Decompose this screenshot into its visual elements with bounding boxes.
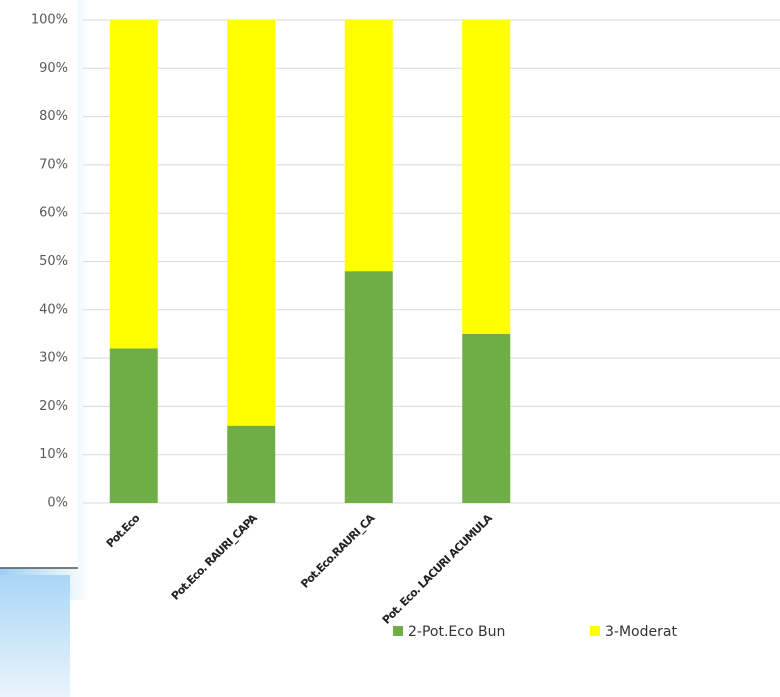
bar-segment [344, 20, 393, 272]
y-tick-label: 60% [39, 206, 68, 221]
y-tick-label: 0% [47, 496, 68, 511]
bar-segment [462, 333, 511, 503]
legend-label: 3-Moderat [605, 624, 677, 640]
y-tick-label: 90% [39, 61, 68, 76]
y-tick-label: 20% [39, 399, 68, 414]
legend-swatch [590, 626, 600, 636]
y-tick-label: 30% [39, 351, 68, 366]
bar-segment [109, 20, 158, 349]
x-tick-label: Pot.Eco. RAURI_CAPA [169, 511, 261, 603]
y-tick-label: 10% [39, 447, 68, 462]
background-glow [0, 575, 70, 697]
bar-segment [109, 348, 158, 503]
x-tick-label: Pot. Eco. LACURI ACUMULA [380, 511, 496, 627]
y-tick-label: 100% [31, 13, 68, 28]
bar-segment [344, 271, 393, 503]
y-tick-label: 70% [39, 157, 68, 172]
x-tick-label: Pot.Eco [104, 511, 143, 550]
bar-segment [227, 20, 276, 426]
legend-label: 2-Pot.Eco Bun [408, 624, 505, 640]
y-tick-label: 40% [39, 302, 68, 317]
legend-swatch [393, 626, 403, 636]
x-tick-label: Pot.Eco.RAURI_CA [298, 511, 378, 591]
panel [0, 0, 78, 568]
y-tick-label: 50% [39, 254, 68, 269]
bar-segment [227, 425, 276, 503]
y-tick-label: 80% [39, 109, 68, 124]
bar-segment [462, 20, 511, 334]
